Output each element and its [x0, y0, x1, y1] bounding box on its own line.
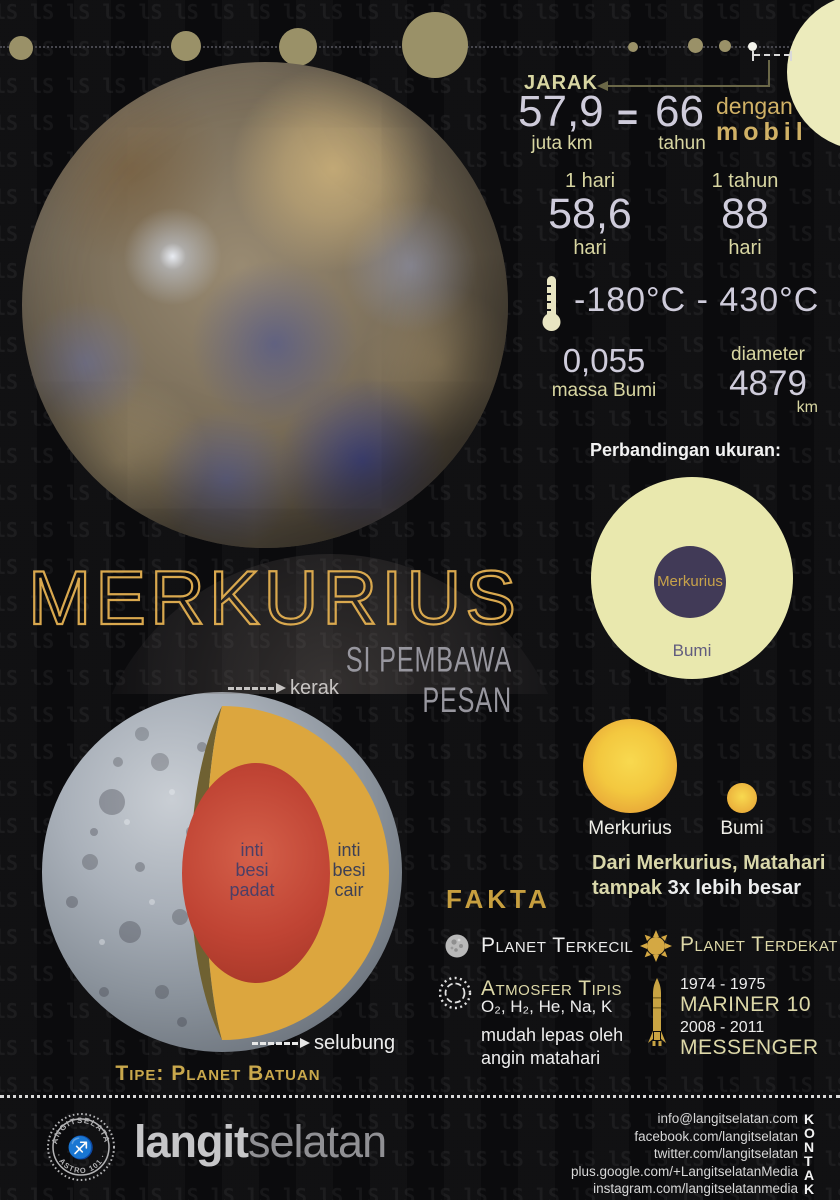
- car-years-unit: tahun: [658, 133, 706, 154]
- earth-size-label: Bumi: [672, 641, 712, 660]
- sun-note-line1: Dari Merkurius, Matahari: [592, 852, 826, 874]
- planet-dot-saturnus: [279, 28, 317, 66]
- footer-separator: [0, 1095, 840, 1098]
- revolution-stat: 1 tahun 88 hari: [690, 170, 800, 260]
- car-years-value: 66: [655, 87, 704, 136]
- planet-dot-jupiter: [402, 12, 468, 78]
- planet-dot-bumi: [688, 38, 703, 53]
- by-car-line2: mobil: [716, 118, 808, 146]
- distance-unit: juta km: [531, 133, 593, 154]
- diameter-label: diameter: [731, 344, 805, 365]
- selubung-arrow-line: [252, 1042, 298, 1045]
- temperature-range: -180°C - 430°C: [574, 281, 820, 319]
- moon-icon: [445, 934, 469, 958]
- contact-instagram: instagram.com/langitselatanmedia: [593, 1181, 798, 1197]
- mission2-name: MESSENGER: [680, 1036, 819, 1059]
- revolution-label: 1 tahun: [711, 170, 779, 192]
- equals-sign: =: [617, 96, 639, 137]
- revolution-unit: hari: [728, 236, 762, 259]
- crust-label: kerak: [290, 677, 339, 700]
- diameter-unit: km: [796, 399, 818, 416]
- rocket-icon: [648, 978, 666, 1046]
- cut-face-edge: [190, 706, 222, 1040]
- sun-note-line2: tampak 3x lebih besar: [592, 877, 801, 899]
- connector-line-horizontal: [608, 85, 770, 87]
- mercury-planet-image: [22, 62, 508, 548]
- planet-dot-mars: [628, 42, 638, 52]
- mass-value: 0,055: [562, 342, 646, 379]
- rotation-stat: 1 hari 58,6 hari: [535, 170, 645, 260]
- contact-email: info@langitselatan.com: [657, 1111, 798, 1126]
- contact-twitter: twitter.com/langitselatan: [653, 1146, 798, 1162]
- title-text: MERKURIUS: [28, 556, 520, 641]
- mass-unit: massa Bumi: [551, 380, 657, 401]
- sun-from-mercury-label: Merkurius: [588, 818, 672, 839]
- planet-dot-uranus: [171, 31, 201, 61]
- page-subtitle: SI PEMBAWA PESAN: [345, 641, 512, 721]
- smallest-planet-label: Planet Terkecil: [481, 934, 634, 957]
- kerak-arrow-line: [228, 687, 274, 690]
- connector-arrow: [597, 81, 608, 91]
- diameter-value: 4879: [729, 364, 807, 403]
- escape-note: mudah lepas oleh angin matahari: [481, 1025, 624, 1068]
- planet-reflection: [60, 544, 600, 694]
- wordmark-bold: langit: [134, 1116, 249, 1167]
- sun-from-mercury-icon: [583, 719, 677, 813]
- selubung-arrow-head: [300, 1038, 310, 1048]
- wordmark-light: selatan: [248, 1116, 387, 1167]
- by-car-line1: dengan: [716, 93, 793, 119]
- connector-line-vertical: [768, 60, 770, 86]
- kerak-arrow-head: [276, 683, 286, 693]
- size-comparison-title: Perbandingan ukuran:: [590, 440, 782, 460]
- contact-googleplus: plus.google.com/+LangitselatanMedia: [570, 1163, 798, 1179]
- langitselatan-stamp-logo: LANGITSELATAN · ASTRO 101 · ♐: [45, 1111, 115, 1181]
- thin-atmosphere-label: Atmosfer Tipis: [481, 977, 622, 1000]
- facts-heading: FAKTA: [446, 884, 551, 914]
- sun-from-earth-icon: [727, 783, 757, 813]
- atmosphere-gases: O₂, H₂, He, Na, K: [481, 997, 613, 1016]
- rotation-unit: hari: [573, 236, 607, 259]
- planet-dot-venus: [719, 40, 731, 52]
- mercury-size-circle: Merkurius: [654, 546, 726, 618]
- contact-list: info@langitselatan.com facebook.com/lang…: [560, 1110, 798, 1198]
- solid-core-label: inti besi padat: [229, 840, 275, 901]
- thermometer-icon: [542, 276, 561, 331]
- mission1-years: 1974 - 1975: [680, 976, 766, 993]
- contact-facebook: facebook.com/langitselatan: [634, 1128, 798, 1144]
- sun-fact-icon: [640, 930, 672, 962]
- kontak-vertical-label: KONTAK: [804, 1111, 819, 1197]
- revolution-value: 88: [721, 190, 769, 238]
- diameter-stat: diameter 4879 km: [712, 344, 824, 417]
- sun-from-earth-label: Bumi: [720, 818, 764, 839]
- planet-dot-neptunus: [9, 36, 33, 60]
- rotation-label: 1 hari: [564, 170, 616, 192]
- sun-size-note: Dari Merkurius, Matahari tampak 3x lebih…: [592, 851, 825, 901]
- rotation-value: 58,6: [548, 190, 632, 238]
- planet-type-label: Tipe: Planet Batuan: [115, 1062, 321, 1085]
- nearest-planet-label: Planet Terdekat: [680, 933, 838, 956]
- atmosphere-icon: [438, 976, 472, 1010]
- page-title: MERKURIUS: [27, 555, 520, 642]
- mantle-label: selubung: [314, 1032, 396, 1054]
- distance-value: 57,9: [518, 87, 604, 136]
- mission2-years: 2008 - 2011: [680, 1019, 765, 1036]
- distance-bracket: [752, 51, 792, 61]
- planet-dot-merkurius: [748, 42, 757, 51]
- distance-label: JARAK: [524, 72, 598, 94]
- mass-stat: 0,055 massa Bumi: [548, 342, 660, 402]
- archer-icon: ♐: [67, 1135, 94, 1160]
- langitselatan-wordmark: langitselatan: [134, 1116, 387, 1168]
- solid-core-layer: [182, 763, 330, 983]
- liquid-core-label: inti besi cair: [332, 840, 366, 901]
- mission1-name: MARINER 10: [680, 993, 812, 1016]
